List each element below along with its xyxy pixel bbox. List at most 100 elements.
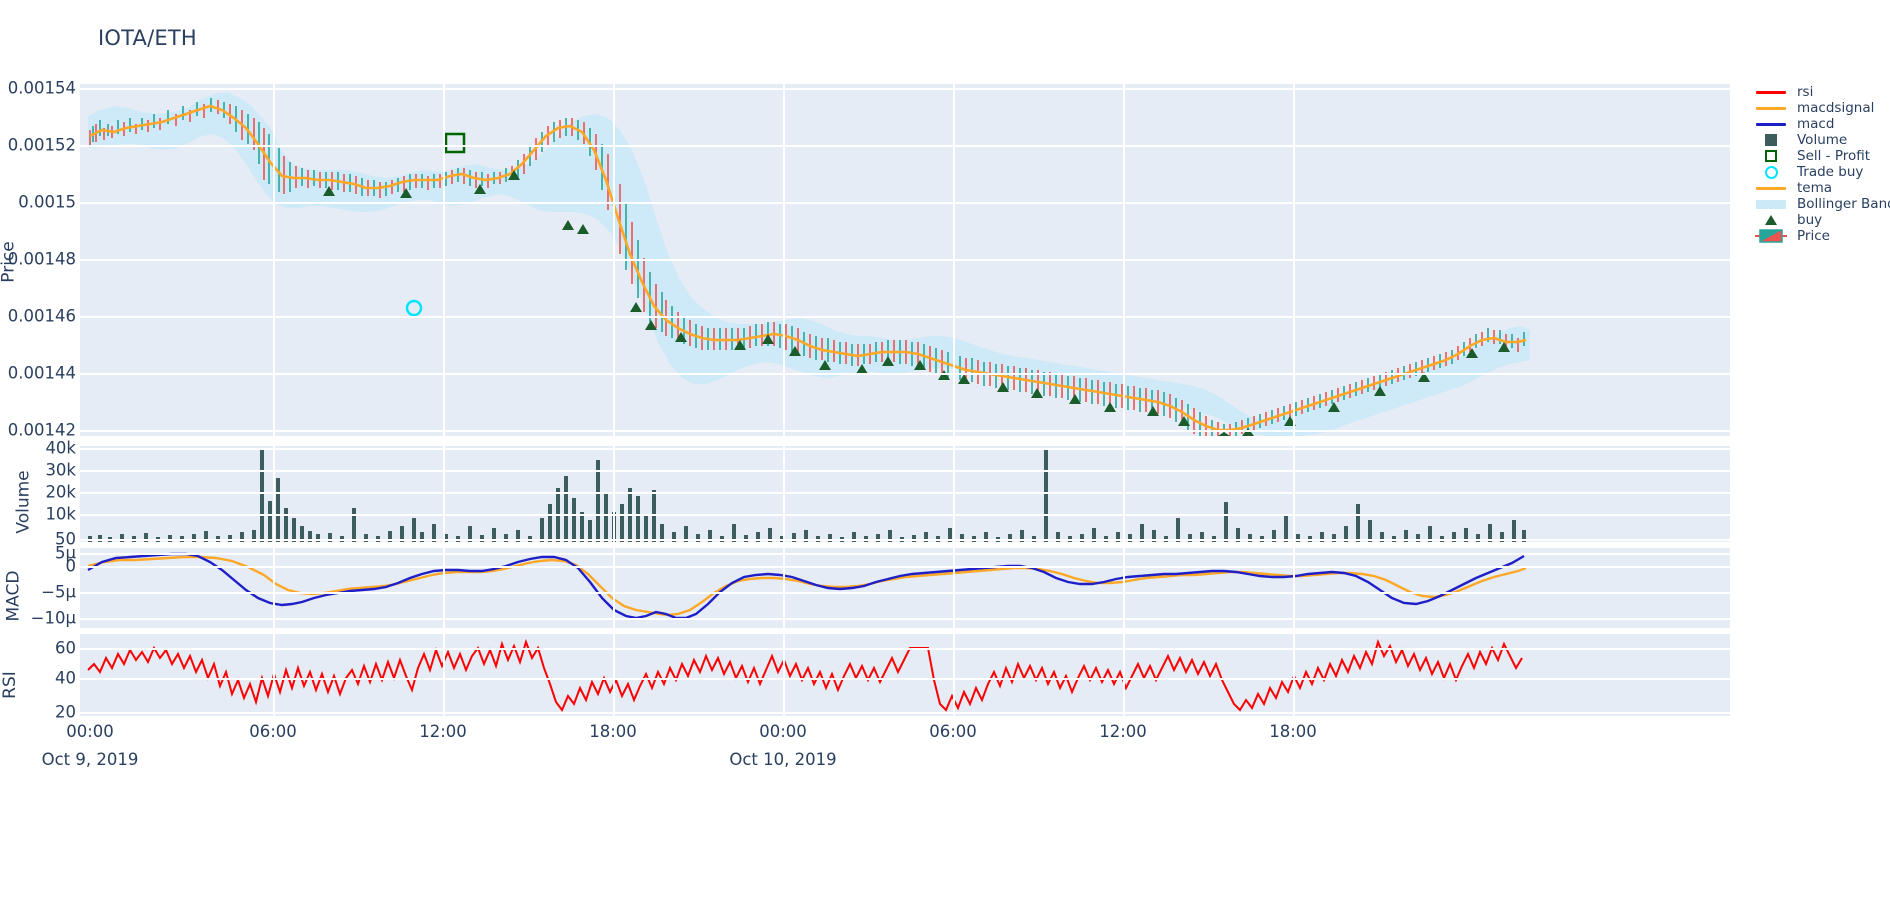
legend-candle-icon (1751, 228, 1791, 244)
legend-label: macdsignal (1797, 100, 1875, 116)
trade-buy-marker (405, 299, 423, 317)
gridline-h (80, 539, 1730, 541)
legend-item-macd[interactable]: macd (1751, 116, 1890, 132)
gridline-h (80, 373, 1730, 375)
volume-ytick-30k: 30k (45, 460, 76, 480)
legend-item-buy[interactable]: buy (1751, 212, 1890, 228)
volume-axis-title: Volume (13, 470, 34, 534)
gridline-v (443, 634, 445, 716)
legend-line-icon (1751, 122, 1791, 126)
macd-axis-title: MACD (3, 570, 24, 622)
gridline-v (1293, 548, 1295, 628)
gridline-v (443, 548, 445, 628)
xtick-label: 18:00 (589, 722, 637, 741)
gridline-h (80, 259, 1730, 261)
price-candles (89, 98, 1525, 436)
legend-label: Bollinger Band (1797, 196, 1890, 212)
xtick-label: 18:00 (1269, 722, 1317, 741)
x-axis: 00:00 06:00 12:00 18:00 00:00 06:00 12:0… (0, 722, 1890, 782)
volume-plot (88, 448, 1526, 542)
gridline-v (273, 634, 275, 716)
gridline-v (613, 634, 615, 716)
legend-line-icon (1751, 186, 1791, 190)
gridline-v (1123, 548, 1125, 628)
legend-label: Price (1797, 228, 1830, 244)
volume-ytick-20k: 20k (45, 482, 76, 502)
price-ytick-0.00144: 0.00144 (7, 363, 76, 383)
gridline-h (80, 618, 1730, 620)
volume-ytick-10k: 10k (45, 504, 76, 524)
macd-plot (87, 552, 1527, 620)
gridline-v (613, 548, 615, 628)
macd-panel (80, 548, 1730, 628)
buy-markers (323, 170, 1510, 436)
price-ytick-0.00146: 0.00146 (7, 306, 76, 326)
macd-ytick--10u: −10µ (30, 608, 76, 628)
gridline-h (80, 514, 1730, 516)
gridline-v (953, 634, 955, 716)
xtick-label: 12:00 (419, 722, 467, 741)
xtick-label: 06:00 (249, 722, 297, 741)
legend-item-bollinger-band[interactable]: Bollinger Band (1751, 196, 1890, 212)
x-date-label: Oct 9, 2019 (41, 750, 139, 769)
volume-bars (88, 448, 1526, 542)
gridline-h (80, 430, 1730, 432)
price-axis-title: Price (0, 241, 19, 283)
gridline-h (80, 448, 1730, 450)
chart-title: IOTA/ETH (98, 26, 197, 50)
rsi-ytick-60: 60 (55, 638, 76, 658)
gridline-v (953, 548, 955, 628)
rsi-ytick-40: 40 (55, 668, 76, 688)
gridline-h (80, 202, 1730, 204)
gridline-h (80, 648, 1730, 650)
volume-panel (80, 446, 1730, 542)
legend: rsi macdsignal macd Volume Sell - Profit… (1751, 84, 1890, 244)
price-panel (80, 84, 1730, 436)
gridline-v (953, 446, 955, 542)
gridline-v (1123, 446, 1125, 542)
xtick-label: 00:00 (66, 722, 114, 741)
legend-item-macdsignal[interactable]: macdsignal (1751, 100, 1890, 116)
legend-label: macd (1797, 116, 1835, 132)
legend-circle-open-icon (1751, 165, 1791, 179)
gridline-v (613, 446, 615, 542)
legend-label: tema (1797, 180, 1833, 196)
xtick-label: 12:00 (1099, 722, 1147, 741)
gridline-v (783, 634, 785, 716)
gridline-v (783, 548, 785, 628)
legend-item-sell-profit[interactable]: Sell - Profit (1751, 148, 1890, 164)
legend-label: rsi (1797, 84, 1814, 100)
gridline-v (1293, 634, 1295, 716)
legend-item-volume[interactable]: Volume (1751, 132, 1890, 148)
gridline-h (80, 592, 1730, 594)
volume-ytick-50: 50 (55, 529, 76, 549)
gridline-h (80, 566, 1730, 568)
gridline-v (783, 446, 785, 542)
price-ytick-0.00142: 0.00142 (7, 420, 76, 440)
gridline-v (1293, 446, 1295, 542)
macd-line (87, 552, 1525, 620)
legend-item-tema[interactable]: tema (1751, 180, 1890, 196)
price-ytick-0.00148: 0.00148 (7, 249, 76, 269)
gridline-h (80, 492, 1730, 494)
gridline-v (1123, 634, 1125, 716)
price-ytick-0.00154: 0.00154 (7, 78, 76, 98)
gridline-h (80, 88, 1730, 90)
gridline-v (443, 446, 445, 542)
legend-square-open-icon (1751, 150, 1791, 162)
price-ytick-0.00152: 0.00152 (7, 135, 76, 155)
sell-profit-marker (444, 132, 466, 154)
legend-line-icon (1751, 106, 1791, 110)
rsi-plot (87, 638, 1523, 712)
tema-line (89, 104, 1527, 432)
legend-item-trade-buy[interactable]: Trade buy (1751, 164, 1890, 180)
price-ytick-0.0015: 0.0015 (18, 192, 76, 212)
legend-band-icon (1751, 199, 1791, 209)
gridline-h (80, 316, 1730, 318)
xtick-label: 06:00 (929, 722, 977, 741)
legend-item-price[interactable]: Price (1751, 228, 1890, 244)
legend-item-rsi[interactable]: rsi (1751, 84, 1890, 100)
legend-line-icon (1751, 90, 1791, 94)
rsi-panel (80, 634, 1730, 716)
